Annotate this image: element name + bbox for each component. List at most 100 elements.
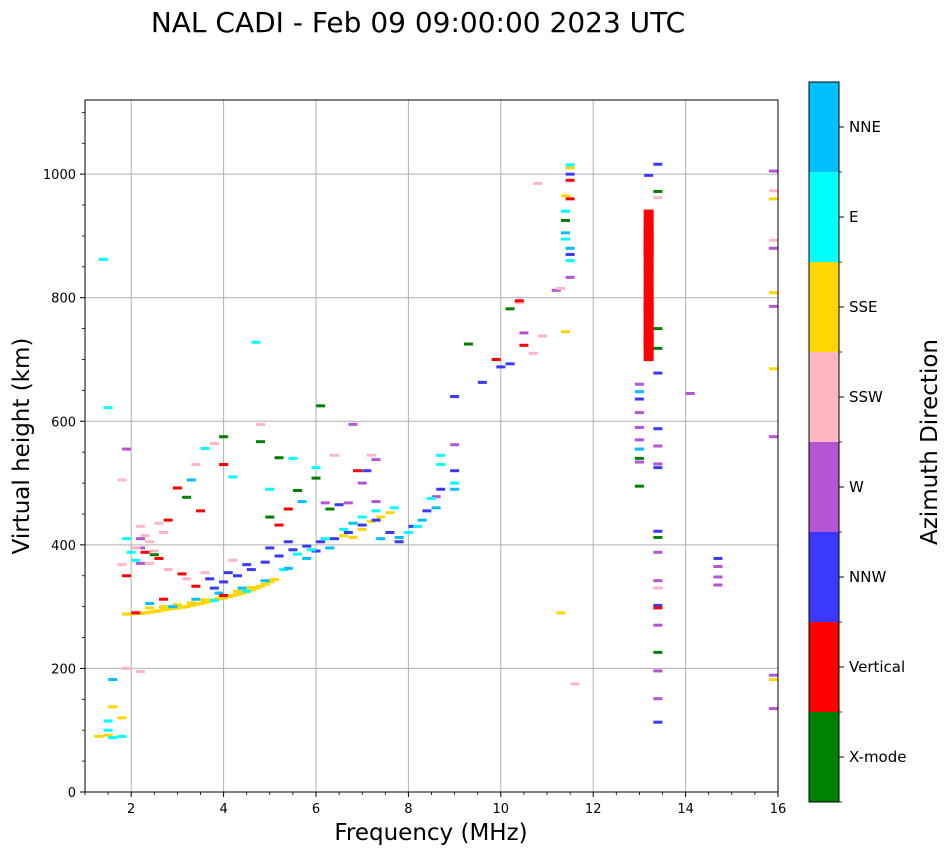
data-point-w [122,447,132,451]
data-point-ssw [117,478,127,482]
data-point-w [348,422,358,426]
data-point-nnw [505,362,515,366]
data-point-nnw [265,546,275,550]
data-point-e [228,475,238,479]
data-point-nnw [302,544,312,548]
data-point-nnw [394,540,404,544]
data-point-sse [186,601,196,605]
data-point-e [251,340,261,344]
data-point-w [450,443,460,447]
data-point-x-mode [274,456,284,460]
colorbar: X-mode Vertical NNW W SSW SSE E NNE [808,81,906,803]
data-point-x-mode [653,189,663,193]
data-point-nnw [408,524,418,528]
data-point-x-mode [219,435,229,439]
data-point-vertical [565,197,575,201]
data-point-vertical [177,572,187,576]
data-point-ssw [653,586,663,590]
data-point-nnw [653,603,663,607]
data-point-nne [565,246,575,250]
data-point-ssw [256,422,266,426]
data-point-nnw [283,540,293,544]
data-point-sse [135,611,145,615]
data-point-sse [366,519,376,523]
data-point-x-mode [316,404,326,408]
data-point-e [371,509,381,513]
data-point-e [436,463,446,467]
data-point-w [653,444,663,448]
data-point-nne [108,678,118,682]
data-point-nne [145,602,155,606]
data-point-sse [376,515,386,519]
data-point-w [653,550,663,554]
data-point-sse [256,584,266,588]
data-point-x-mode [653,346,663,350]
data-point-sse [232,592,242,596]
x-tick-label: 6 [312,802,320,817]
data-point-sse [126,612,136,616]
data-point-sse [145,606,155,610]
colorbar-tick-label: X-mode [849,748,906,766]
data-point-vertical [283,507,293,511]
data-point-ssw [135,670,145,674]
data-point-sse [339,534,349,538]
data-point-nne [431,506,441,510]
data-point-ssw [329,453,339,457]
data-point-e [103,719,113,723]
colorbar-tick-label: NNW [849,568,886,586]
data-point-nne [260,579,270,583]
data-point-e [357,515,367,519]
data-point-vertical [653,606,663,610]
data-point-nnw [246,568,256,572]
data-point-w [565,275,575,279]
data-point-e [279,568,289,572]
data-point-x-mode [653,650,663,654]
data-point-w [320,501,330,505]
data-point-sse [565,166,575,170]
data-point-nnw [436,487,446,491]
data-point-e [126,550,136,554]
x-axis-ticks: 2 4 6 8 10 12 14 16 [84,792,786,817]
data-point-sse [145,610,155,614]
data-point-vertical [140,550,150,554]
data-point-w [653,669,663,673]
data-point-vertical [163,518,173,522]
x-tick-label: 14 [677,802,694,817]
data-point-e [293,552,303,556]
data-point-x-mode [505,307,515,311]
data-point-sse [172,603,182,607]
data-point-w [634,460,644,464]
data-point-e [131,558,141,562]
data-point-nne [417,518,427,522]
data-point-w [685,391,695,395]
data-point-sse [122,612,132,616]
data-point-nnw [371,518,381,522]
data-point-e [306,548,316,552]
data-point-sse [168,606,178,610]
data-point-nne [283,566,293,570]
data-point-nne [302,556,312,560]
data-point-x-mode [265,515,275,519]
data-point-w [431,495,441,499]
data-point-nnw [450,469,460,473]
data-point-w [135,546,145,550]
data-point-w [653,697,663,701]
data-point-sse [191,602,201,606]
data-point-vertical [154,556,164,560]
colorbar-segment [809,442,839,532]
data-point-sse [768,197,778,201]
data-point-nnw [653,466,663,470]
data-point-e [450,481,460,485]
data-point-ssw [122,666,132,670]
data-point-sse [200,600,210,604]
y-tick-label: 600 [51,415,76,430]
data-point-ssw [145,561,155,565]
data-point-e [560,209,570,213]
data-point-nne [186,478,196,482]
y-tick-label: 0 [68,786,76,801]
data-point-sse [205,599,215,603]
data-point-nnw [209,586,219,590]
data-point-e [436,453,446,457]
data-point-nne [191,597,201,601]
data-point-ssw [366,453,376,457]
